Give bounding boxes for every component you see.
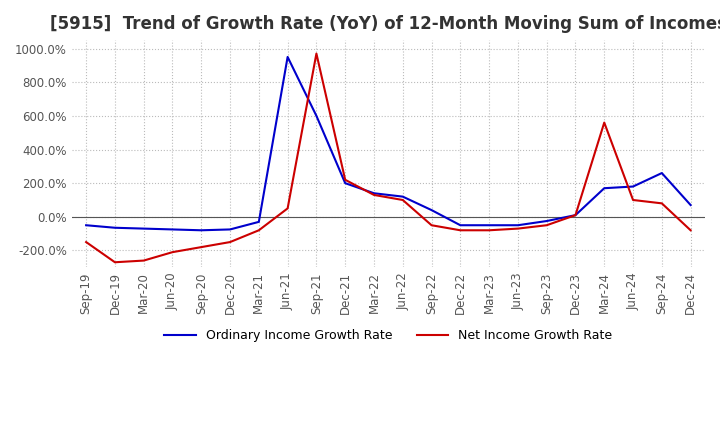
Title: [5915]  Trend of Growth Rate (YoY) of 12-Month Moving Sum of Incomes: [5915] Trend of Growth Rate (YoY) of 12-… [50, 15, 720, 33]
Ordinary Income Growth Rate [140, 226, 148, 231]
Ordinary Income Growth Rate [427, 207, 436, 213]
Net Income Growth Rate [456, 227, 464, 233]
Net Income Growth Rate [140, 258, 148, 263]
Net Income Growth Rate [168, 249, 177, 255]
Ordinary Income Growth Rate [513, 223, 522, 228]
Net Income Growth Rate [369, 192, 378, 198]
Legend: Ordinary Income Growth Rate, Net Income Growth Rate: Ordinary Income Growth Rate, Net Income … [159, 324, 618, 348]
Net Income Growth Rate [427, 223, 436, 228]
Ordinary Income Growth Rate [312, 113, 320, 118]
Net Income Growth Rate [657, 201, 666, 206]
Net Income Growth Rate [513, 226, 522, 231]
Ordinary Income Growth Rate [254, 219, 263, 224]
Ordinary Income Growth Rate [168, 227, 177, 232]
Net Income Growth Rate [111, 260, 120, 265]
Net Income Growth Rate [485, 227, 493, 233]
Ordinary Income Growth Rate [226, 227, 235, 232]
Net Income Growth Rate [341, 177, 349, 183]
Ordinary Income Growth Rate [82, 223, 91, 228]
Net Income Growth Rate [197, 245, 206, 250]
Line: Net Income Growth Rate: Net Income Growth Rate [86, 54, 690, 262]
Net Income Growth Rate [600, 120, 608, 125]
Ordinary Income Growth Rate [657, 170, 666, 176]
Net Income Growth Rate [686, 227, 695, 233]
Ordinary Income Growth Rate [111, 225, 120, 231]
Ordinary Income Growth Rate [398, 194, 407, 199]
Line: Ordinary Income Growth Rate: Ordinary Income Growth Rate [86, 57, 690, 230]
Ordinary Income Growth Rate [283, 54, 292, 59]
Ordinary Income Growth Rate [341, 180, 349, 186]
Net Income Growth Rate [82, 239, 91, 245]
Net Income Growth Rate [629, 198, 637, 203]
Ordinary Income Growth Rate [369, 191, 378, 196]
Net Income Growth Rate [283, 206, 292, 211]
Net Income Growth Rate [571, 213, 580, 218]
Net Income Growth Rate [226, 239, 235, 245]
Net Income Growth Rate [398, 198, 407, 203]
Ordinary Income Growth Rate [686, 202, 695, 208]
Net Income Growth Rate [254, 227, 263, 233]
Ordinary Income Growth Rate [571, 213, 580, 218]
Ordinary Income Growth Rate [542, 218, 551, 224]
Ordinary Income Growth Rate [485, 223, 493, 228]
Ordinary Income Growth Rate [197, 227, 206, 233]
Ordinary Income Growth Rate [456, 223, 464, 228]
Ordinary Income Growth Rate [629, 184, 637, 189]
Net Income Growth Rate [542, 223, 551, 228]
Net Income Growth Rate [312, 51, 320, 56]
Ordinary Income Growth Rate [600, 186, 608, 191]
